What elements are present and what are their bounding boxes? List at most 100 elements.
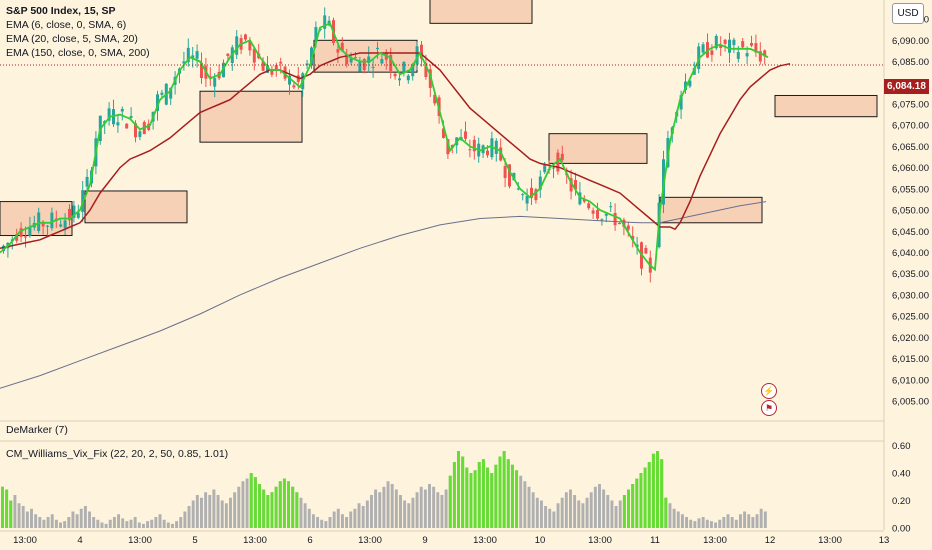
candle: [28, 227, 32, 236]
currency-button[interactable]: USD: [892, 3, 924, 24]
candle: [613, 213, 617, 226]
vix-bar-highlight: [469, 473, 473, 528]
ema20-legend: EMA (20, close, 5, SMA, 20): [6, 33, 138, 45]
vix-bar: [34, 514, 38, 528]
vix-bar: [390, 484, 394, 528]
price-tick-label: 6,030.00: [892, 290, 929, 301]
vix-bar: [83, 506, 87, 528]
vix-bar: [137, 522, 141, 528]
candle: [442, 128, 445, 138]
vix-bar: [378, 492, 382, 528]
flag-icon[interactable]: ⚑: [761, 400, 777, 416]
candle: [468, 149, 472, 151]
vix-bar: [606, 495, 610, 528]
candle: [182, 61, 186, 64]
vix-bar: [216, 495, 220, 528]
vix-bar: [299, 497, 303, 528]
candle: [420, 44, 423, 59]
vix-bar: [133, 517, 137, 528]
flash-icon[interactable]: ⚡: [761, 383, 777, 399]
candle: [349, 58, 353, 63]
vix-bar: [432, 486, 436, 528]
vix-bar: [108, 519, 112, 528]
vix-bar: [328, 517, 332, 528]
candle: [644, 247, 648, 254]
candle: [560, 153, 564, 160]
candle: [543, 164, 547, 173]
candle: [688, 80, 692, 87]
vix-bar: [104, 523, 108, 528]
vix-bar: [614, 506, 618, 528]
time-tick-label: 13:00: [703, 535, 727, 546]
vix-bar: [150, 519, 154, 528]
vix-bar-highlight: [510, 464, 514, 528]
candle: [367, 56, 371, 63]
candle: [314, 27, 318, 43]
candle: [116, 122, 120, 126]
vix-bar: [602, 489, 606, 528]
vix-bar: [738, 514, 742, 528]
vix-bar: [30, 508, 33, 528]
candle: [120, 108, 124, 112]
vix-bar: [680, 514, 684, 528]
candle: [72, 205, 76, 218]
vix-bar: [394, 489, 398, 528]
vix-bar-highlight: [282, 478, 286, 528]
candle: [446, 139, 450, 155]
vix-bar: [399, 495, 402, 528]
vix-bar-highlight: [635, 478, 639, 528]
candle: [235, 36, 239, 55]
candle: [609, 206, 613, 208]
vix-bar: [146, 521, 150, 528]
candle: [552, 167, 555, 169]
vix-bar: [693, 521, 697, 528]
vix-bar: [245, 478, 249, 528]
vix-bar: [220, 500, 224, 528]
vix-bar: [519, 475, 523, 528]
vix-bar-highlight: [656, 451, 660, 528]
vix-bar-highlight: [253, 477, 257, 528]
vix-bar-highlight: [5, 489, 9, 528]
candle: [252, 48, 256, 63]
vix-bar: [166, 522, 170, 528]
last-price-tag: 6,084.18: [884, 79, 929, 94]
vix-bar-highlight: [481, 459, 485, 528]
vix-tick-label: 0.60: [892, 441, 911, 452]
vix-bar: [320, 519, 324, 528]
vix-bar: [705, 519, 709, 528]
candle: [292, 85, 296, 88]
vix-bar: [544, 506, 548, 528]
vix-bar-highlight: [266, 495, 270, 528]
vix-bar: [303, 503, 307, 528]
vix-bar-highlight: [486, 467, 490, 528]
time-tick-label: 13:00: [13, 535, 37, 546]
candle: [169, 87, 173, 99]
vix-bar: [21, 506, 25, 528]
candle: [538, 176, 542, 190]
vix-bar: [38, 517, 42, 528]
candle: [728, 39, 731, 53]
vix-bar: [121, 518, 125, 528]
vix-bar-highlight: [274, 486, 278, 528]
vix-bar: [229, 497, 232, 528]
vix-bar: [751, 517, 755, 528]
candle: [411, 64, 415, 77]
candle: [582, 199, 586, 202]
vix-bar: [353, 508, 357, 528]
candle: [59, 224, 63, 227]
candle: [24, 236, 27, 238]
candle: [226, 53, 230, 56]
vix-bar: [755, 514, 759, 528]
candle: [107, 108, 111, 121]
vix-bar-highlight: [9, 500, 13, 528]
vix-bar: [365, 500, 369, 528]
vix-bar-highlight: [452, 462, 456, 528]
candle: [244, 34, 247, 40]
vix-bar: [357, 503, 361, 528]
vix-bar: [531, 492, 535, 528]
vix-bar: [92, 517, 96, 528]
vix-bar-highlight: [627, 489, 630, 528]
